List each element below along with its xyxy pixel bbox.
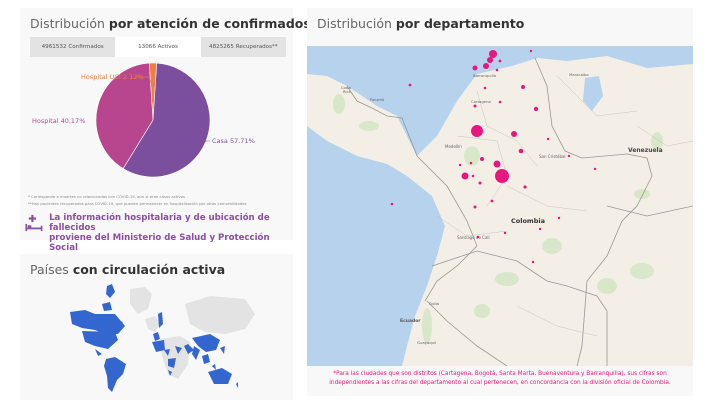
pie-label-hospital: Hospital 40.17%: [32, 117, 85, 125]
pie-slices: [95, 62, 211, 178]
label-venezuela: Venezuela: [628, 147, 663, 154]
pie-label-uci: Hospital UCI 2.12%: [81, 73, 144, 81]
case-markers: [390, 49, 597, 264]
label-colombia: Colombia: [511, 217, 545, 225]
paises-title: Países con circulación activa: [30, 262, 225, 277]
pie-slice-hospital[interactable]: [95, 62, 154, 169]
atencion-title: Distribución por atención de confirmados: [30, 16, 311, 31]
label-cartagena: Cartagena: [471, 99, 491, 104]
tab-activos[interactable]: 13066 Activos: [115, 37, 201, 57]
atencion-title-light: Distribución: [30, 16, 105, 31]
label-guayaquil: Guayaquil: [417, 340, 436, 345]
label-medellin: Medellín: [445, 144, 462, 149]
note-muertes: * Corresponde a muertes no relacionadas …: [28, 194, 185, 199]
pie-label-casa: Casa 57.71%: [212, 137, 255, 145]
pie-slice-casa[interactable]: [122, 62, 211, 178]
info-ministerio: La información hospitalaria y de ubicaci…: [25, 213, 293, 253]
svg-text:Costa: Costa: [341, 86, 351, 90]
depto-title-bold: por departamento: [395, 16, 525, 31]
label-san-cristobal: San Cristóbal: [539, 154, 566, 159]
tab-confirmados[interactable]: 4961532 Confirmados: [41, 44, 104, 50]
depto-title: Distribución por departamento: [317, 16, 524, 31]
label-panama: Panamá: [370, 98, 384, 102]
label-quito: Quito: [429, 301, 440, 306]
footnotes: * Corresponde a muertes no relacionadas …: [28, 194, 247, 207]
footnote-line-1: *Para las ciudades que son distritos (Ca…: [333, 371, 667, 377]
atencion-title-bold: por atención de confirmados: [108, 16, 311, 31]
paises-title-light: Países: [30, 262, 69, 277]
label-ecuador: Ecuador: [400, 318, 421, 324]
note-recuperados: **Hay pacientes recuperados para COVID-1…: [28, 200, 247, 206]
depto-panel: Distribución por departamento: [307, 8, 693, 396]
atencion-panel: Distribución por atención de confirmados…: [20, 8, 311, 253]
status-tabs: 4961532 Confirmados 13066 Activos 482526…: [30, 37, 286, 57]
paises-panel: Países con circulación activa: [20, 254, 293, 400]
label-barranquilla: Barranquilla: [473, 73, 496, 78]
districts-footnote: *Para las ciudades que son distritos (Ca…: [307, 370, 693, 388]
world-map[interactable]: [60, 284, 260, 394]
info-line-1: La información hospitalaria y de ubicaci…: [49, 213, 270, 233]
department-map[interactable]: Costa Rica Panamá Medellín San Cristóbal…: [307, 46, 693, 366]
pie-chart: Hospital UCI 2.12% Hospital 40.17% Casa …: [20, 60, 293, 190]
depto-title-light: Distribución: [317, 16, 392, 31]
paises-title-bold: con circulación activa: [72, 262, 226, 277]
tab-recuperados[interactable]: 4825265 Recuperados**: [209, 44, 278, 50]
hospital-bed-icon: [25, 214, 43, 232]
info-line-2: proviene del Ministerio de Salud y Prote…: [49, 233, 270, 253]
label-cali: Santiago de Cali: [457, 235, 490, 240]
footnote-line-2: independientes a las cifras del departam…: [329, 380, 671, 386]
svg-text:Rica: Rica: [343, 90, 350, 94]
label-maracaibo: Maracaibo: [569, 72, 589, 77]
